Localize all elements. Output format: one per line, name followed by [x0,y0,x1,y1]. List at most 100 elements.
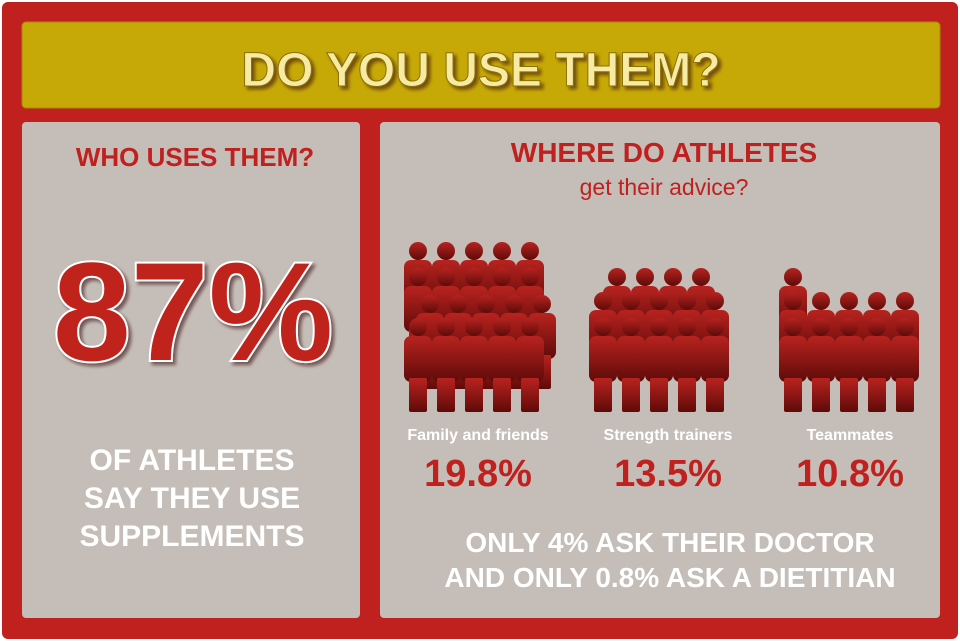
person-icon [891,318,919,412]
torso [835,336,863,382]
header-title: DO YOU USE THEM? [241,44,720,97]
head [505,295,523,313]
person-icon [589,318,617,412]
head [409,318,427,336]
head [409,242,427,260]
person-icon [488,318,516,412]
legs [622,378,640,412]
group-label: Teammates [807,427,894,444]
person-icon [835,318,863,412]
torso [404,336,432,382]
torso [701,336,729,382]
torso [460,336,488,382]
head [706,292,724,310]
person-icon [404,318,432,412]
head [594,292,612,310]
legs [493,378,511,412]
head [594,318,612,336]
head [465,318,483,336]
torso [432,336,460,382]
head [868,318,886,336]
torso [891,336,919,382]
person-icon [807,318,835,412]
torso [807,336,835,382]
torso [779,336,807,382]
group-value: 13.5% [614,453,722,495]
left-heading: WHO USES THEM? [76,142,314,172]
group-value: 10.8% [796,453,904,495]
head [650,292,668,310]
legs [521,378,539,412]
head [636,268,654,286]
torso [516,336,544,382]
head [868,292,886,310]
head [465,242,483,260]
head [437,268,455,286]
head [493,318,511,336]
head [521,268,539,286]
group-label: Family and friends [407,427,548,444]
right-subheading: get their advice? [580,174,749,200]
head [840,292,858,310]
head [608,268,626,286]
caption: OF ATHLETES SAY THEY USE SUPPLEMENTS [79,444,304,553]
person-icon [460,318,488,412]
legs [868,378,886,412]
person-icon [645,318,673,412]
head [477,295,495,313]
crowds [404,242,919,412]
head [521,242,539,260]
legs [594,378,612,412]
head [784,318,802,336]
head [784,268,802,286]
head [692,268,710,286]
head [840,318,858,336]
head [493,242,511,260]
legs [896,378,914,412]
person-icon [432,318,460,412]
head [784,292,802,310]
caption-line: SAY THEY USE [84,482,300,515]
legs [812,378,830,412]
legs [706,378,724,412]
legs [840,378,858,412]
head [812,318,830,336]
person-icon [863,318,891,412]
legs [437,378,455,412]
head [650,318,668,336]
legs [678,378,696,412]
person-icon [779,318,807,412]
person-icon [701,318,729,412]
torso [645,336,673,382]
head [421,295,439,313]
head [521,318,539,336]
right-heading: WHERE DO ATHLETES [511,137,817,168]
header-bar [21,21,941,109]
footnote-line: AND ONLY 0.8% ASK A DIETITIAN [444,562,895,593]
caption-line: SUPPLEMENTS [79,520,304,553]
legs [409,378,427,412]
head [437,318,455,336]
group-value: 19.8% [424,453,532,495]
head [812,292,830,310]
footnote: ONLY 4% ASK THEIR DOCTOR AND ONLY 0.8% AS… [444,527,895,593]
head [409,268,427,286]
caption-line: OF ATHLETES [90,444,295,477]
person-icon [673,318,701,412]
head [465,268,483,286]
head [664,268,682,286]
torso [617,336,645,382]
head [678,292,696,310]
head [437,242,455,260]
legs [465,378,483,412]
person-icon [516,318,544,412]
head [622,292,640,310]
head [896,318,914,336]
head [449,295,467,313]
groups: Family and friends 19.8% Strength trainers… [407,427,904,495]
head [706,318,724,336]
torso [488,336,516,382]
torso [589,336,617,382]
big-stat: 87% [53,233,333,390]
